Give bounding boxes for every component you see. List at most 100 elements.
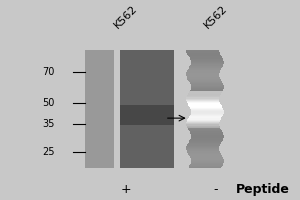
Bar [85, 166, 114, 168]
Bar [190, 115, 223, 116]
Bar [186, 149, 219, 150]
Bar [191, 61, 224, 62]
Bar [188, 93, 221, 95]
Bar [189, 92, 221, 94]
Bar [186, 124, 219, 126]
Bar [190, 82, 222, 83]
Bar [120, 164, 174, 166]
Bar [85, 103, 114, 105]
Bar [120, 52, 174, 54]
Bar [188, 153, 221, 155]
Bar [85, 75, 114, 78]
Bar [189, 155, 222, 156]
Bar [190, 138, 223, 140]
Bar [190, 90, 223, 91]
Bar [120, 166, 174, 168]
Bar [85, 66, 114, 68]
Bar [187, 100, 219, 102]
Bar [190, 164, 223, 166]
Text: +: + [121, 183, 131, 196]
Bar [120, 162, 174, 164]
Bar [188, 95, 220, 96]
Bar [120, 62, 174, 64]
Bar [85, 111, 114, 113]
Bar [120, 140, 174, 142]
Bar [120, 142, 174, 144]
Bar [190, 106, 222, 108]
Bar [187, 96, 220, 97]
Text: 35: 35 [43, 119, 55, 129]
Bar [191, 159, 224, 161]
Bar [85, 95, 114, 97]
Bar [85, 136, 114, 138]
Bar [85, 130, 114, 133]
Bar [190, 91, 222, 93]
Bar [120, 160, 174, 162]
Bar [188, 69, 221, 70]
Bar [85, 83, 114, 86]
Bar [85, 148, 114, 150]
Bar [120, 56, 174, 58]
Bar [188, 143, 221, 144]
Bar [187, 72, 219, 74]
Text: -: - [213, 183, 218, 196]
Bar [120, 87, 174, 89]
Bar [120, 54, 174, 56]
Bar [190, 84, 223, 86]
Bar [189, 56, 221, 57]
Bar [186, 148, 219, 149]
Bar [188, 79, 221, 81]
Bar [120, 150, 174, 152]
Bar [120, 95, 174, 97]
Text: 50: 50 [43, 98, 55, 108]
Bar [85, 160, 114, 162]
Bar [187, 125, 219, 127]
Bar [85, 164, 114, 166]
Bar [120, 77, 174, 80]
Bar [120, 120, 174, 123]
Bar [120, 132, 174, 135]
Bar [191, 112, 224, 114]
Bar [189, 116, 222, 117]
Bar [85, 101, 114, 103]
Bar [85, 126, 114, 129]
Bar [85, 62, 114, 64]
Bar [85, 142, 114, 144]
Bar [120, 136, 174, 138]
Bar [190, 109, 223, 110]
Bar [85, 71, 114, 74]
Bar [189, 165, 222, 167]
Bar [85, 58, 114, 60]
Bar [191, 85, 224, 87]
Bar [191, 136, 224, 137]
Bar [120, 79, 174, 82]
Bar [190, 108, 223, 109]
Bar [189, 117, 221, 118]
Bar [85, 152, 114, 154]
Bar [120, 58, 174, 60]
Bar [186, 123, 219, 124]
Bar [191, 133, 224, 135]
Bar [188, 103, 220, 104]
Bar [85, 52, 114, 54]
Bar [189, 140, 222, 142]
Bar [85, 107, 114, 109]
Bar [187, 71, 220, 73]
Bar [85, 54, 114, 56]
Bar [120, 97, 174, 99]
Bar [120, 109, 174, 111]
Bar [120, 66, 174, 68]
Bar [187, 77, 220, 79]
Bar [85, 122, 114, 125]
Bar [85, 85, 114, 88]
Bar [191, 86, 224, 88]
Bar [120, 134, 174, 137]
Bar [120, 138, 174, 140]
Bar [85, 144, 114, 146]
Bar [191, 137, 224, 138]
Bar [190, 65, 223, 67]
Bar [187, 97, 219, 99]
Bar [120, 113, 174, 115]
Bar [120, 152, 174, 154]
Bar [85, 64, 114, 66]
